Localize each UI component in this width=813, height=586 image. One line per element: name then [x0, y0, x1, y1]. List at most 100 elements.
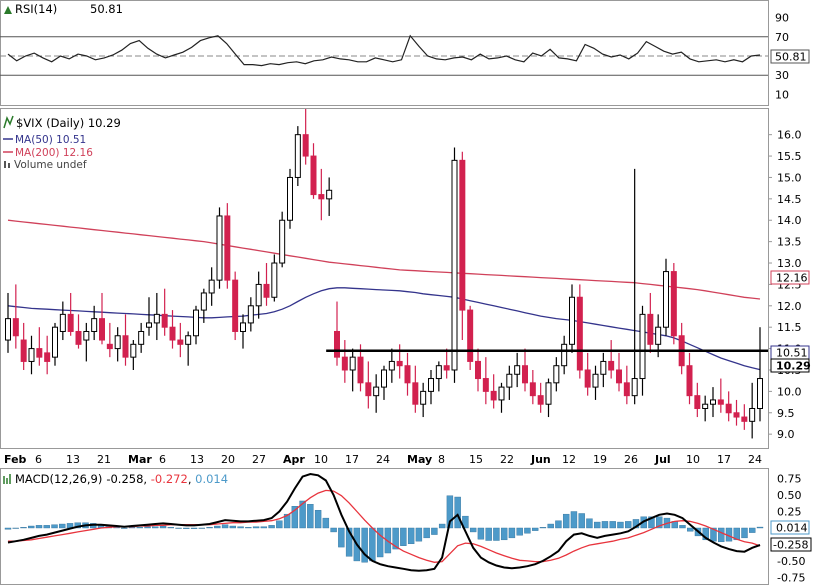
candle: [12, 284, 19, 349]
macd-hist-bar: [462, 515, 469, 529]
candle-body: [451, 159, 458, 371]
candle: [373, 374, 380, 413]
macd-hist-bar: [749, 527, 756, 533]
candle: [169, 310, 176, 349]
rsi-value-label: 50.81: [90, 2, 123, 16]
macd-hist-bar: [431, 527, 438, 535]
candle-body: [138, 330, 145, 345]
rsi-tick-label: 30: [775, 69, 789, 82]
chart-icon: [4, 6, 12, 14]
candle-body: [67, 313, 74, 332]
candle: [459, 151, 466, 341]
price-tick-label: 14.0: [777, 214, 802, 227]
macd-hist-bar: [291, 506, 299, 529]
candle-body: [287, 176, 293, 221]
macd-hist-bar: [531, 527, 539, 531]
candle: [83, 322, 90, 362]
candlesticks: [5, 109, 763, 439]
candle: [91, 305, 98, 341]
macd-sep-2: ,: [188, 472, 195, 486]
candle-body: [639, 313, 646, 380]
candle-body: [506, 373, 513, 388]
macd-hist-bar: [28, 525, 35, 529]
candle-body: [255, 283, 262, 307]
candle-body: [616, 369, 622, 384]
macd-hist-bar: [718, 527, 725, 543]
candle: [616, 352, 622, 392]
x-tick-label: 20: [221, 453, 235, 466]
macd-hist-bar: [562, 513, 570, 529]
rsi-value-box: [770, 49, 810, 64]
x-tick-label: 24: [376, 453, 390, 466]
macd-hist-bar: [679, 525, 686, 529]
rsi-frame: [0, 0, 769, 106]
macd-hist-bar: [330, 527, 337, 533]
macd-hist-bar: [369, 527, 376, 562]
candle-body: [279, 219, 286, 264]
candle-body: [459, 159, 466, 311]
candle: [326, 177, 333, 216]
macd-hist-bar: [59, 523, 66, 529]
macd-hist-bar: [268, 525, 275, 529]
macd-hist-bar: [190, 527, 198, 529]
candle: [749, 382, 756, 439]
candle-body: [757, 378, 763, 409]
x-tick-label: Apr: [283, 453, 305, 466]
candle: [271, 254, 278, 302]
macd-hist-bar: [361, 527, 368, 563]
macd-hist-bar: [376, 527, 384, 558]
candle-body: [373, 386, 380, 397]
candle: [396, 344, 403, 379]
x-tick-label: Jul: [654, 453, 671, 466]
candle-body: [130, 343, 137, 358]
candle-body: [420, 390, 427, 405]
candle: [710, 387, 716, 418]
candle-body: [263, 283, 270, 298]
macd-hist-bar: [152, 526, 159, 529]
price-tick-label: 14.5: [777, 193, 802, 206]
candle-body: [576, 296, 583, 371]
price-y-axis: 16.015.515.014.514.013.513.012.512.011.5…: [768, 129, 802, 441]
volume-legend-swatch: [4, 161, 6, 168]
candle: [475, 348, 481, 392]
candle-body: [435, 365, 442, 380]
candle-body: [91, 318, 98, 332]
candle-body: [357, 356, 364, 384]
macd-hist-bar: [578, 513, 585, 529]
candle: [36, 327, 43, 366]
candle-body: [146, 322, 152, 328]
candle: [106, 322, 113, 358]
candle: [576, 284, 583, 379]
macd-legend: MACD(12,26,9) -0.258, -0.272, 0.014: [3, 472, 228, 486]
signal-value: -0.272: [151, 472, 188, 486]
macd-hist-bar: [407, 527, 415, 545]
date-x-axis: Feb 6 13 21 Mar 6 13 20 27 Apr 10 17 24 May 8 15 22 Jun 12…: [4, 453, 762, 466]
macd-icon: [3, 474, 11, 484]
candle-body: [200, 292, 207, 311]
candle: [263, 263, 270, 306]
macd-line: [7, 472, 761, 572]
macd-hist-bar: [508, 527, 516, 539]
price-panel: $VIX (Daily) 10.29 MA(50) 10.51 MA(200) …: [0, 108, 811, 449]
candle: [146, 297, 152, 336]
price-tick-label: 16.0: [777, 129, 802, 142]
ma50-legend: MA(50) 10.51: [15, 134, 86, 146]
macd-label: MACD(12,26,9): [15, 472, 102, 486]
macd-hist-bar: [539, 527, 547, 529]
close-value-box-text: 10.29: [776, 360, 811, 373]
candle-body: [443, 365, 450, 371]
candle-body: [153, 313, 160, 324]
candle-icon: [3, 115, 14, 129]
candle: [631, 168, 638, 405]
candle-body: [193, 309, 199, 337]
macd-hist-bar: [276, 520, 283, 529]
candle-body: [388, 360, 395, 371]
macd-hist-bar: [252, 526, 260, 529]
candle: [208, 267, 215, 306]
candle: [138, 322, 145, 353]
volume-legend: Volume undef: [14, 159, 87, 171]
price-tick-label: 9.5: [777, 407, 795, 420]
macd-value: -0.258: [106, 472, 143, 486]
candle: [545, 378, 552, 418]
